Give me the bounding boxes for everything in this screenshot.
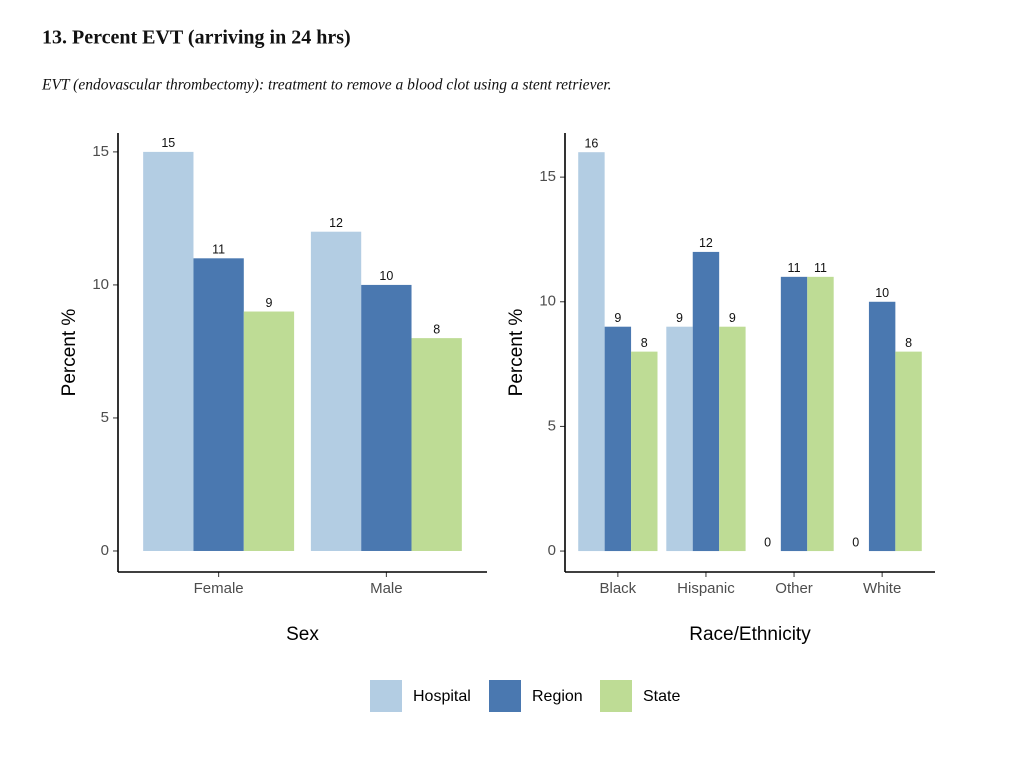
- value-label: 10: [379, 269, 393, 283]
- x-tick-label: Female: [194, 580, 244, 597]
- bar: [604, 326, 632, 552]
- value-label: 8: [433, 322, 440, 336]
- bar: [631, 351, 658, 552]
- value-label: 9: [614, 311, 621, 325]
- value-label: 11: [788, 261, 801, 275]
- legend-swatch: [600, 680, 632, 712]
- y-axis-title: Percent %: [506, 309, 527, 397]
- value-label: 9: [676, 311, 683, 325]
- value-label: 12: [699, 236, 713, 250]
- bar: [780, 276, 808, 552]
- y-tick-label: 10: [539, 293, 556, 310]
- value-label: 16: [584, 136, 598, 150]
- legend-label: Hospital: [413, 688, 471, 705]
- bar: [243, 311, 295, 551]
- bar: [868, 301, 896, 552]
- y-tick-label: 15: [92, 143, 109, 160]
- y-tick-label: 5: [101, 409, 109, 426]
- value-label: 11: [212, 243, 225, 257]
- x-axis-title: Race/Ethnicity: [689, 624, 811, 645]
- y-axis-title: Percent %: [59, 309, 80, 397]
- legend-label: State: [643, 688, 680, 705]
- x-tick-label: Black: [600, 580, 637, 597]
- bar: [310, 231, 362, 551]
- x-tick-label: Hispanic: [677, 580, 735, 597]
- bar: [666, 326, 693, 552]
- y-tick-label: 10: [92, 276, 109, 293]
- y-tick-label: 5: [548, 417, 556, 434]
- page-title: 13. Percent EVT (arriving in 24 hrs): [42, 27, 351, 49]
- page-subtitle: EVT (endovascular thrombectomy): treatme…: [41, 77, 612, 94]
- x-tick-label: White: [863, 580, 901, 597]
- value-label: 9: [265, 296, 272, 310]
- value-label: 8: [641, 336, 648, 350]
- value-label: 15: [161, 136, 175, 150]
- x-tick-label: Male: [370, 580, 403, 597]
- bar: [411, 338, 462, 551]
- legend-swatch: [489, 680, 521, 712]
- legend-label: Region: [532, 688, 583, 705]
- bar: [807, 276, 834, 552]
- x-tick-label: Other: [775, 580, 813, 597]
- bar: [719, 326, 746, 552]
- y-tick-label: 0: [101, 542, 109, 559]
- value-label: 9: [729, 311, 736, 325]
- y-tick-label: 0: [548, 542, 556, 559]
- bar: [193, 258, 244, 551]
- bar: [578, 152, 605, 552]
- value-label: 0: [764, 535, 771, 549]
- value-label: 0: [852, 535, 859, 549]
- bar: [895, 351, 922, 552]
- y-tick-label: 15: [539, 168, 556, 185]
- bar: [143, 151, 194, 551]
- bar: [361, 284, 412, 551]
- value-label: 11: [814, 261, 827, 275]
- value-label: 10: [875, 286, 889, 300]
- value-label: 12: [329, 216, 343, 230]
- legend-swatch: [370, 680, 402, 712]
- value-label: 8: [905, 336, 912, 350]
- x-axis-title: Sex: [286, 624, 319, 645]
- bar: [692, 251, 720, 552]
